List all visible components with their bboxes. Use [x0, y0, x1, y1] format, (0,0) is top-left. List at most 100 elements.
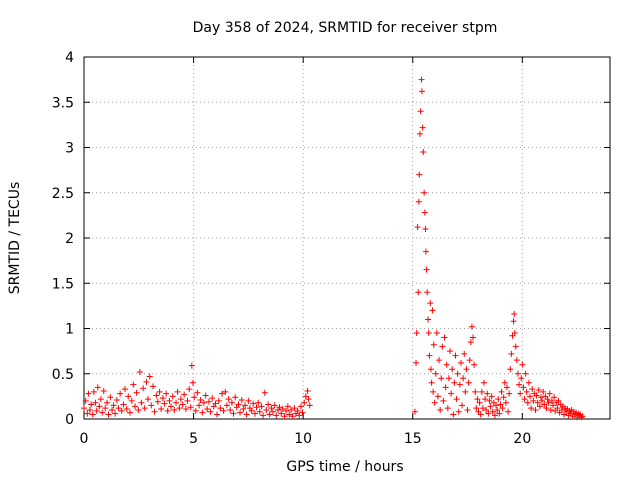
data-point-0-287: [558, 406, 565, 413]
data-point-0-291: [563, 408, 570, 415]
data-point-0-84: [214, 411, 221, 418]
data-point-0-126: [283, 407, 290, 414]
data-point-0-10: [94, 384, 101, 391]
data-point-0-0: [81, 405, 87, 412]
data-point-0-240: [508, 350, 515, 357]
y-axis-ticks: 0 0.5 1 1.5 2 2.5 3 3.5 4: [52, 50, 610, 428]
data-point-0-268: [537, 394, 544, 401]
data-point-0-147: [415, 198, 422, 205]
data-point-0-191: [454, 370, 461, 377]
data-point-0-23: [115, 405, 122, 412]
data-point-0-116: [266, 411, 273, 418]
data-point-0-177: [439, 343, 446, 350]
data-point-0-67: [187, 404, 194, 411]
data-point-0-25: [118, 407, 125, 414]
data-point-0-160: [424, 289, 431, 296]
data-point-0-201: [465, 379, 472, 386]
data-point-0-81: [209, 395, 216, 402]
data-point-0-145: [414, 224, 421, 231]
chart-title: Day 358 of 2024, SRMTID for receiver stp…: [193, 20, 498, 36]
data-point-0-277: [547, 406, 554, 413]
data-point-0-178: [440, 397, 447, 404]
data-point-0-152: [418, 88, 425, 95]
data-point-0-64: [182, 406, 189, 413]
data-point-0-65: [184, 397, 191, 404]
data-point-0-215: [480, 379, 487, 386]
data-point-0-231: [498, 388, 505, 395]
data-point-0-123: [278, 410, 285, 417]
data-point-0-32: [130, 381, 137, 388]
data-point-0-135: [297, 403, 304, 410]
data-point-0-176: [438, 375, 445, 382]
data-point-0-238: [506, 390, 513, 397]
data-point-0-27: [121, 386, 128, 393]
data-point-0-142: [411, 408, 418, 415]
data-point-0-79: [205, 398, 212, 405]
data-point-0-98: [237, 409, 244, 416]
data-point-0-235: [502, 399, 509, 406]
data-point-0-166: [428, 379, 435, 386]
data-point-0-102: [243, 411, 250, 418]
data-point-0-5: [88, 401, 95, 408]
data-point-0-264: [533, 392, 540, 399]
data-point-0-19: [109, 406, 116, 413]
data-point-0-156: [421, 209, 428, 216]
data-point-0-63: [181, 391, 188, 398]
data-point-0-115: [265, 401, 272, 408]
data-point-0-75: [199, 409, 206, 416]
y-tick-label-4: 4: [65, 50, 74, 66]
data-point-0-232: [499, 405, 506, 412]
data-point-0-15: [102, 405, 109, 412]
data-point-0-72: [194, 389, 201, 396]
data-point-0-222: [488, 393, 495, 400]
data-point-0-284: [555, 397, 562, 404]
data-point-0-269: [539, 397, 546, 404]
data-point-0-274: [544, 396, 551, 403]
y-axis-label: SRMTID / TECUs: [7, 182, 23, 295]
data-point-0-44: [150, 383, 157, 390]
data-point-0-306: [579, 413, 586, 420]
y-tick-label-0: 0: [65, 412, 74, 428]
data-point-0-34: [133, 389, 140, 396]
data-point-0-254: [522, 370, 529, 377]
data-point-0-28: [123, 406, 130, 413]
data-point-0-257: [525, 379, 532, 386]
data-point-0-13: [99, 409, 106, 416]
data-point-0-122: [276, 404, 283, 411]
data-point-0-159: [423, 266, 430, 273]
data-point-0-87: [219, 390, 226, 397]
data-point-0-37: [138, 399, 145, 406]
x-tick-label-15: 15: [404, 431, 422, 447]
data-point-0-118: [269, 408, 276, 415]
data-point-0-129: [288, 406, 295, 413]
data-point-0-60: [176, 405, 183, 412]
data-point-0-125: [281, 413, 288, 420]
data-point-0-266: [535, 387, 542, 394]
data-point-0-18: [107, 394, 114, 401]
data-point-0-275: [545, 399, 552, 406]
data-point-0-31: [128, 397, 135, 404]
data-point-0-154: [420, 149, 427, 156]
data-point-0-239: [507, 366, 514, 373]
data-point-0-77: [202, 392, 209, 399]
data-point-0-200: [464, 406, 471, 413]
data-point-0-261: [530, 397, 537, 404]
data-point-0-259: [528, 405, 535, 412]
data-point-0-26: [120, 401, 127, 408]
data-point-0-219: [485, 410, 492, 417]
data-point-0-144: [413, 330, 420, 337]
data-point-0-146: [415, 289, 422, 296]
data-point-0-258: [527, 393, 534, 400]
data-point-0-20: [110, 402, 117, 409]
data-point-0-157: [422, 225, 429, 232]
data-point-0-250: [518, 375, 525, 382]
data-point-0-218: [484, 390, 491, 397]
data-point-0-101: [242, 402, 249, 409]
data-point-0-119: [271, 402, 278, 409]
data-point-0-86: [217, 405, 224, 412]
data-point-0-273: [543, 405, 550, 412]
data-point-0-51: [161, 400, 168, 407]
data-point-0-35: [135, 406, 142, 413]
data-point-0-71: [192, 407, 199, 414]
data-point-0-61: [177, 396, 184, 403]
